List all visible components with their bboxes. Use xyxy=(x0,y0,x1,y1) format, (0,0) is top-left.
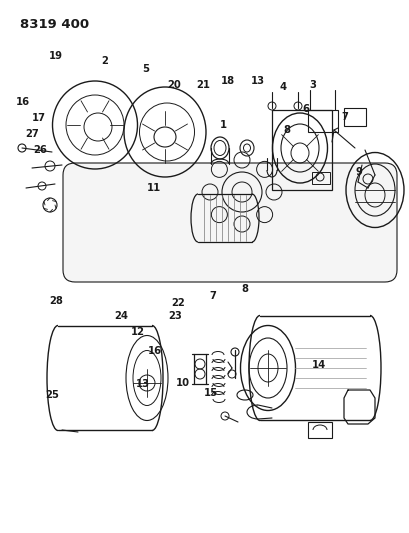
Text: 22: 22 xyxy=(171,298,185,308)
Text: 8: 8 xyxy=(241,284,248,294)
Text: 27: 27 xyxy=(25,130,39,139)
Text: 24: 24 xyxy=(114,311,128,320)
Text: 20: 20 xyxy=(167,80,181,90)
Text: 13: 13 xyxy=(251,76,265,86)
Bar xyxy=(311,172,329,184)
Text: 8: 8 xyxy=(283,125,290,135)
Bar xyxy=(307,110,337,132)
Text: 6: 6 xyxy=(301,104,308,114)
Text: 25: 25 xyxy=(45,391,59,400)
Text: 18: 18 xyxy=(220,76,234,86)
FancyBboxPatch shape xyxy=(63,163,396,282)
Text: 13: 13 xyxy=(135,379,149,389)
Text: 23: 23 xyxy=(168,311,182,320)
Text: 26: 26 xyxy=(33,146,47,155)
Text: 19: 19 xyxy=(48,51,62,61)
Text: 9: 9 xyxy=(355,167,361,176)
Text: 14: 14 xyxy=(311,360,325,370)
Text: 8319 400: 8319 400 xyxy=(20,18,89,31)
Text: 2: 2 xyxy=(101,56,108,66)
Text: 11: 11 xyxy=(146,183,160,193)
Bar xyxy=(271,110,331,190)
Text: 10: 10 xyxy=(175,378,189,387)
Text: 16: 16 xyxy=(148,346,162,356)
Text: 12: 12 xyxy=(130,327,144,336)
Text: 16: 16 xyxy=(16,98,29,107)
Text: 28: 28 xyxy=(49,296,63,306)
Text: 15: 15 xyxy=(204,389,218,398)
Text: 7: 7 xyxy=(209,292,215,301)
Text: 7: 7 xyxy=(340,112,347,122)
Text: 1: 1 xyxy=(219,120,227,130)
Bar xyxy=(343,108,365,126)
Text: 17: 17 xyxy=(32,114,46,123)
Text: 5: 5 xyxy=(142,64,149,74)
Text: 21: 21 xyxy=(196,80,209,90)
Bar xyxy=(307,422,331,438)
Text: 4: 4 xyxy=(279,83,286,92)
Text: 3: 3 xyxy=(308,80,315,90)
